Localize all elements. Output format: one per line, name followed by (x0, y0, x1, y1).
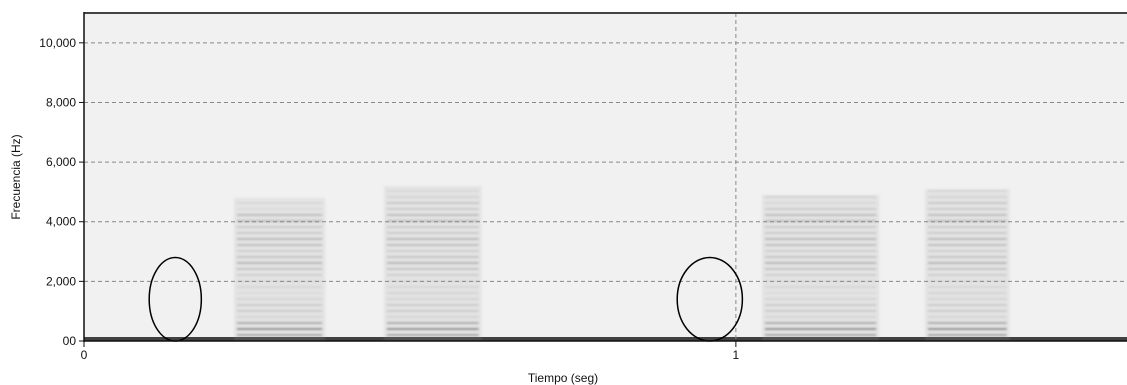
y-tick-label: 10,000 (39, 36, 76, 50)
low-frequency-band (84, 337, 1127, 341)
x-axis-label: Tiempo (seg) (528, 371, 598, 385)
syllable-envelope (924, 188, 1010, 341)
y-axis-label: Frecuencia (Hz) (9, 134, 23, 219)
syllable-3 (761, 194, 880, 341)
y-tick-label: 4,000 (46, 215, 76, 229)
syllable-envelope (761, 194, 880, 341)
x-tick-label: 0 (81, 348, 88, 362)
x-tick-label: 1 (733, 348, 740, 362)
grid-lines (84, 13, 1127, 341)
syllable-2 (383, 185, 482, 341)
syllable-4 (924, 188, 1010, 341)
y-tick-label: 6,000 (46, 155, 76, 169)
y-tick-label: 2,000 (46, 274, 76, 288)
axis-ticks: 00 2,000 4,000 6,000 8,000 10,000 0 1 (39, 36, 739, 362)
y-tick-label: 8,000 (46, 95, 76, 109)
syllable-1 (233, 197, 326, 341)
y-tick-label: 00 (63, 334, 77, 348)
